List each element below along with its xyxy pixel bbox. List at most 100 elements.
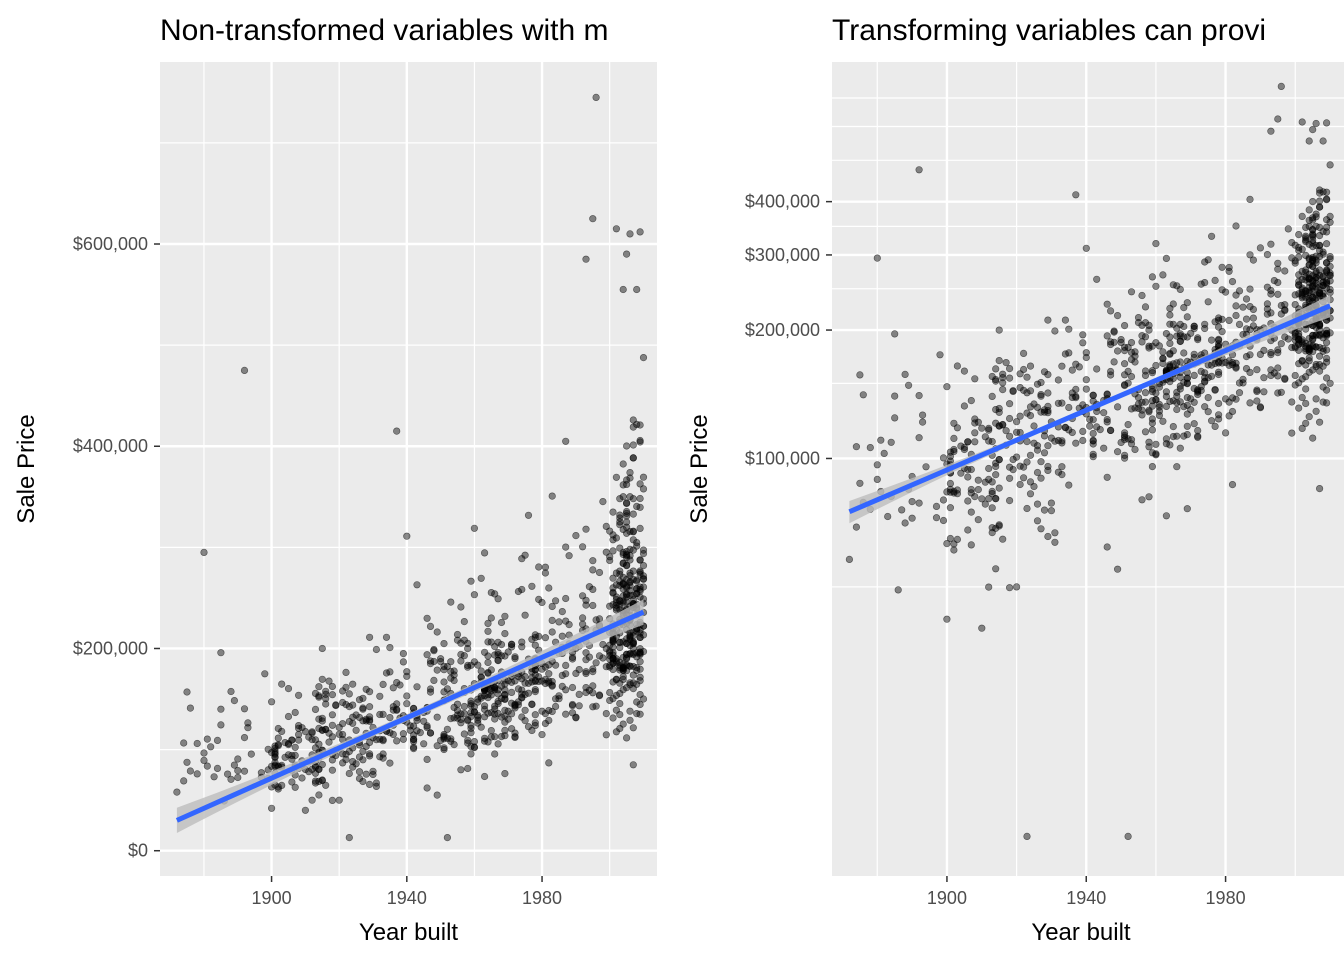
data-point — [1225, 357, 1233, 365]
data-point — [1058, 463, 1066, 471]
data-point — [1180, 349, 1188, 357]
data-point — [1322, 240, 1331, 248]
data-point — [423, 651, 431, 659]
data-point — [880, 449, 888, 458]
data-point — [1100, 409, 1108, 417]
data-point — [1232, 302, 1240, 310]
data-point — [582, 525, 590, 533]
data-point — [877, 436, 885, 444]
data-point — [278, 680, 286, 688]
data-point — [1246, 251, 1254, 259]
data-point — [1302, 238, 1310, 246]
data-point — [616, 570, 624, 579]
data-point — [1302, 268, 1310, 276]
data-point — [349, 757, 357, 766]
data-point — [1148, 463, 1156, 471]
data-point — [548, 616, 556, 625]
data-point — [227, 775, 235, 783]
data-point — [477, 667, 485, 675]
right-points — [845, 82, 1334, 841]
data-point — [399, 649, 408, 658]
data-point — [626, 469, 634, 477]
data-point — [393, 737, 401, 745]
data-point — [491, 715, 499, 723]
data-point — [481, 549, 489, 557]
data-point — [284, 751, 293, 759]
data-point — [595, 568, 604, 577]
data-point — [1298, 288, 1306, 296]
data-point — [612, 601, 621, 609]
data-point — [481, 648, 489, 656]
data-point — [1155, 342, 1163, 350]
data-point — [988, 490, 996, 498]
data-point — [1305, 294, 1313, 303]
data-point — [1138, 291, 1146, 300]
data-point — [426, 622, 435, 631]
data-point — [470, 591, 479, 599]
right-chart-title: Transforming variables can provi — [832, 14, 1266, 47]
data-point — [1295, 246, 1303, 254]
data-point — [971, 375, 979, 383]
data-point — [626, 581, 634, 590]
data-point — [420, 717, 428, 725]
data-point — [372, 645, 381, 654]
data-point — [992, 495, 1000, 503]
data-point — [426, 685, 435, 693]
data-point — [474, 719, 482, 727]
data-point — [1322, 119, 1331, 127]
data-point — [366, 752, 374, 760]
data-point — [1026, 451, 1035, 459]
data-point — [595, 615, 604, 623]
data-point — [1058, 439, 1066, 447]
data-point — [467, 702, 475, 710]
data-point — [1026, 412, 1035, 420]
data-point — [325, 738, 333, 746]
data-point — [1190, 420, 1198, 428]
data-point — [531, 631, 539, 639]
data-point — [467, 577, 475, 585]
data-point — [612, 691, 621, 700]
data-point — [1162, 512, 1170, 520]
data-point — [1288, 254, 1296, 262]
data-point — [1019, 463, 1028, 471]
data-point — [551, 661, 560, 669]
data-point — [562, 710, 570, 718]
data-point — [433, 713, 441, 721]
data-point — [1267, 240, 1275, 248]
fit-line — [848, 303, 1332, 515]
data-point — [1246, 368, 1254, 377]
data-point — [548, 602, 556, 611]
data-point — [602, 709, 610, 718]
data-point — [1152, 282, 1160, 290]
data-point — [606, 648, 614, 657]
data-point — [1110, 327, 1118, 335]
data-point — [558, 632, 566, 640]
data-point — [1065, 403, 1073, 412]
data-point — [271, 753, 279, 761]
data-point — [1312, 395, 1320, 403]
data-point — [524, 679, 533, 687]
data-point — [1322, 195, 1331, 203]
data-point — [1176, 358, 1184, 366]
data-point — [362, 715, 370, 723]
data-point — [1023, 832, 1031, 841]
data-point — [1302, 385, 1310, 393]
data-point — [616, 710, 624, 719]
data-point — [230, 761, 238, 769]
data-point — [1040, 506, 1049, 514]
data-point — [541, 709, 550, 718]
fit-line — [175, 609, 645, 823]
data-point — [845, 555, 854, 564]
data-point — [1152, 451, 1160, 459]
data-point — [518, 585, 526, 594]
data-point — [1274, 349, 1282, 357]
data-point — [315, 693, 323, 701]
data-point — [1148, 367, 1156, 375]
data-point — [967, 508, 975, 516]
data-point — [541, 569, 550, 577]
data-point — [1103, 391, 1111, 399]
data-point — [619, 493, 627, 501]
data-point — [1322, 374, 1331, 382]
data-point — [1260, 388, 1268, 396]
data-point — [430, 645, 438, 654]
